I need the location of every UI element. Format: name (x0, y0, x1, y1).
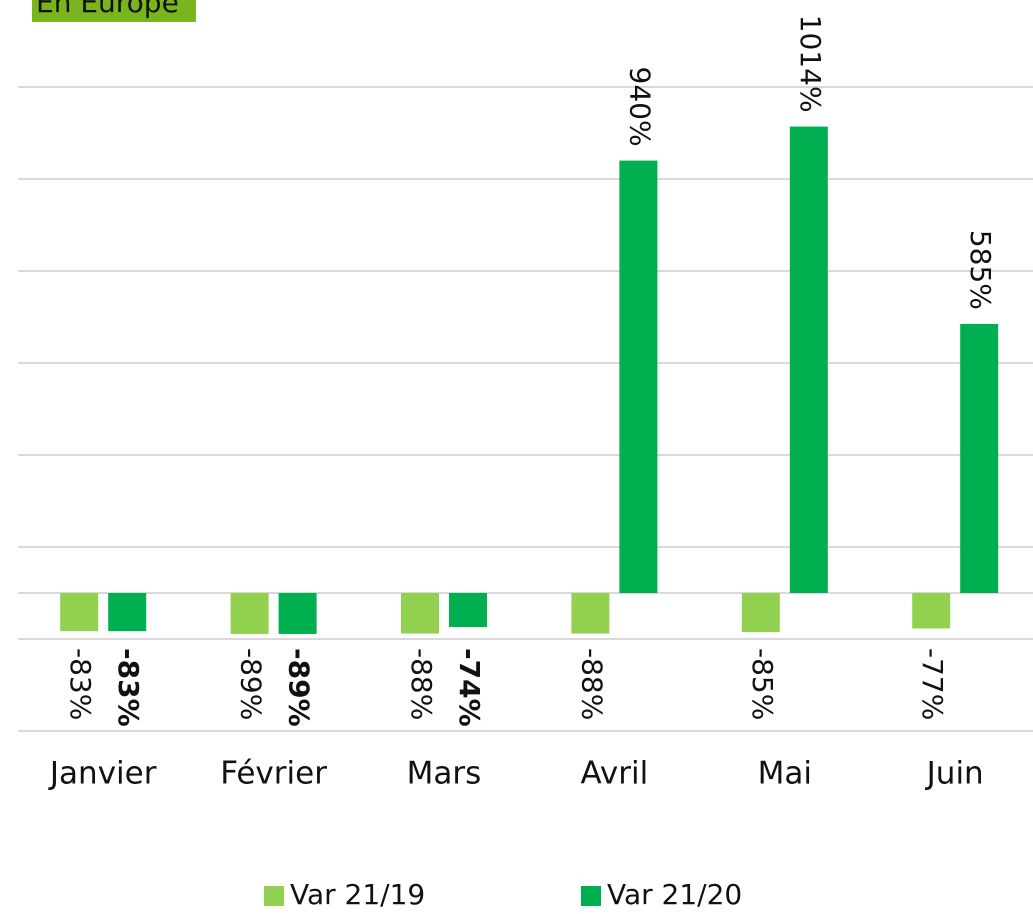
data-label: -85% (746, 648, 779, 720)
data-label: -83% (64, 648, 97, 720)
bar (60, 593, 99, 632)
x-tick-label: Mars (407, 756, 482, 792)
bar (449, 593, 487, 628)
x-tick-label: Janvier (48, 756, 157, 792)
x-tick-label: Mai (758, 756, 812, 792)
title-background (32, 0, 196, 22)
data-label: 940% (623, 67, 656, 147)
bar (230, 593, 269, 634)
bar (108, 593, 147, 632)
x-tick-label: Avril (581, 756, 649, 792)
legend-label: Var 21/19 (290, 878, 425, 911)
x-tick-label: Juin (925, 756, 984, 792)
legend-label: Var 21/20 (607, 878, 742, 911)
data-label: -77% (916, 648, 949, 720)
legend-swatch (264, 886, 284, 906)
bar (960, 323, 999, 593)
data-label: 585% (964, 230, 997, 310)
data-label: -83% (112, 648, 145, 727)
data-label: -88% (575, 648, 608, 720)
bar (619, 160, 658, 593)
data-label: -88% (405, 648, 438, 720)
bar (571, 593, 610, 634)
bar (789, 126, 828, 593)
data-label: -74% (453, 648, 486, 727)
bar (741, 593, 780, 633)
bar (912, 593, 951, 629)
x-tick-label: Février (220, 756, 327, 792)
bar (401, 593, 439, 634)
bar (278, 593, 317, 634)
data-label: -89% (283, 648, 316, 727)
data-label: -89% (235, 648, 268, 720)
data-label: 1014% (794, 15, 827, 113)
chart-title: En Europe (36, 0, 179, 19)
legend-swatch (581, 886, 601, 906)
